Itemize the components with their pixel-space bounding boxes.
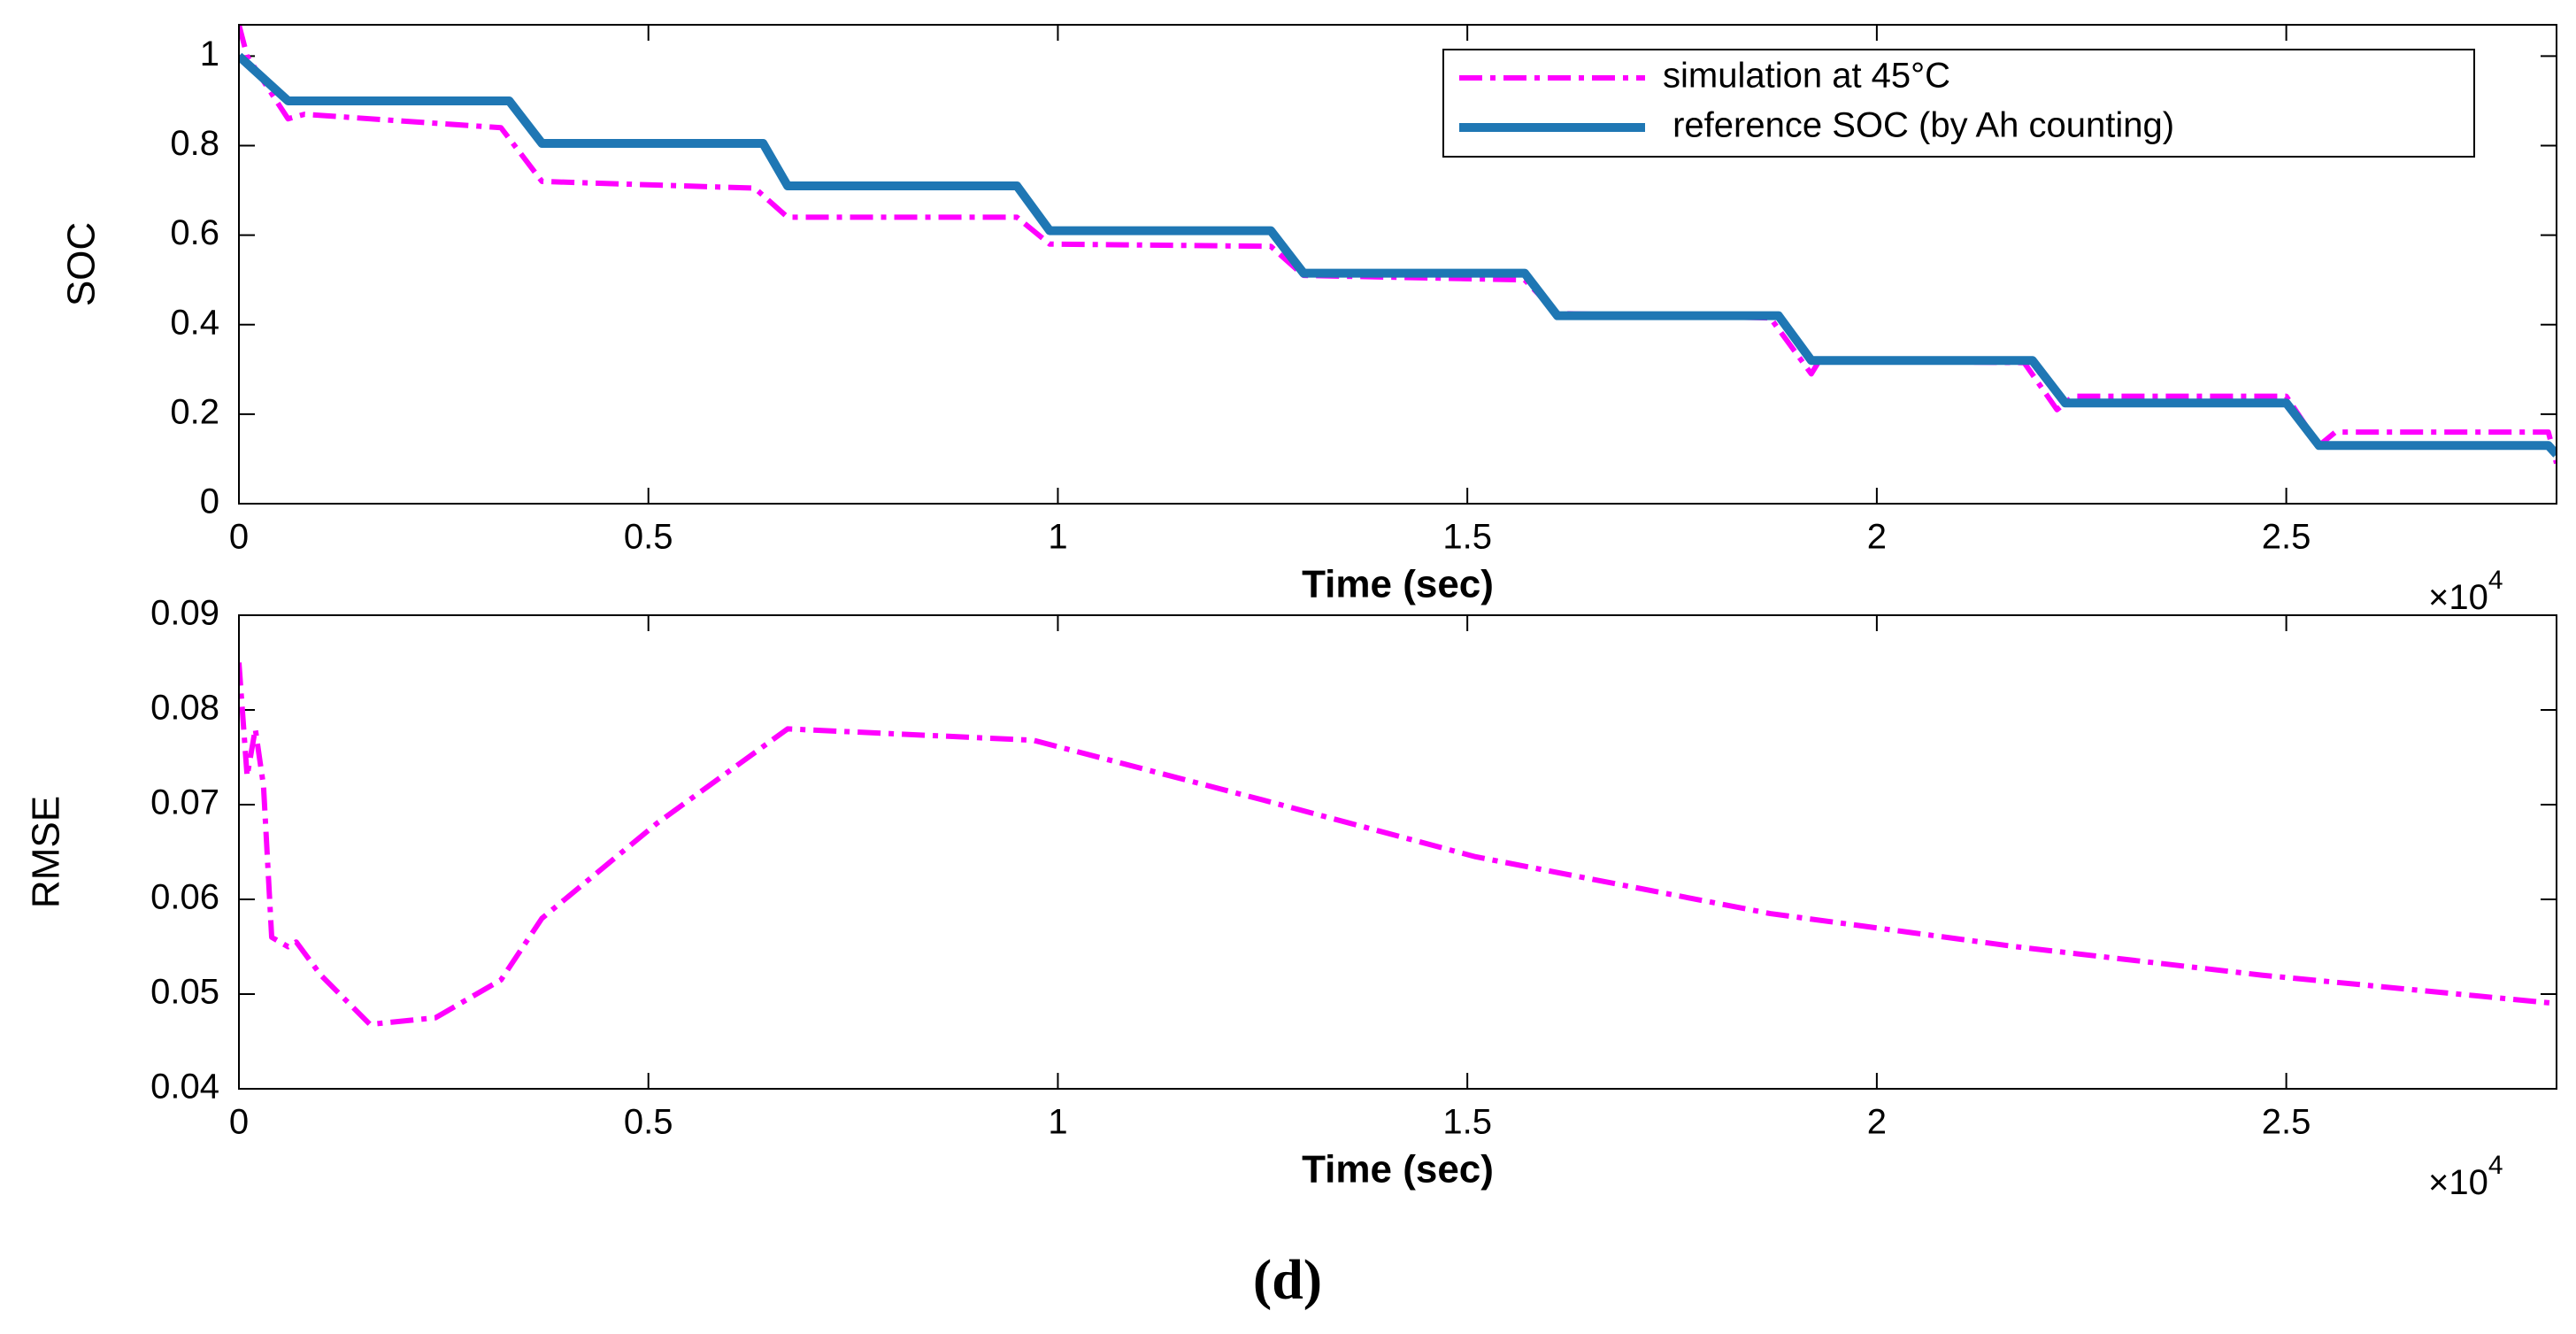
y-tick-label: 0.06	[150, 878, 219, 917]
legend-box	[1442, 49, 2475, 158]
y-tick-label: 0.08	[150, 689, 219, 728]
x-axis-label: Time (sec)	[1302, 563, 1494, 606]
y-tick-label: 0.2	[170, 392, 219, 431]
series-line	[239, 662, 2557, 1028]
y-tick-label: 0	[200, 482, 219, 521]
y-tick-label: 0.07	[150, 783, 219, 822]
plot-area	[239, 615, 2557, 1089]
x-tick-label: 1.5	[1442, 518, 1492, 557]
x-tick-label: 0.5	[624, 1103, 673, 1142]
x-multiplier-base: ×10	[2428, 578, 2488, 617]
x-multiplier: ×104	[2428, 1151, 2503, 1202]
axes-box	[238, 614, 2557, 1090]
x-tick-label: 2.5	[2262, 1103, 2311, 1142]
y-axis-label: SOC	[60, 222, 104, 306]
y-tick-label: 0.4	[170, 303, 219, 342]
y-axis-label: RMSE	[25, 796, 68, 908]
x-tick-label: 2.5	[2262, 518, 2311, 557]
x-tick-label: 0	[229, 1103, 249, 1142]
legend-label: reference SOC (by Ah counting)	[1663, 106, 2174, 145]
series-line	[239, 52, 2557, 458]
axes-box	[238, 24, 2557, 505]
x-tick-label: 0	[229, 518, 249, 557]
x-tick-label: 1.5	[1442, 1103, 1492, 1142]
y-tick-label: 0.6	[170, 213, 219, 252]
x-tick-label: 1	[1048, 1103, 1067, 1142]
y-tick-label: 0.04	[150, 1068, 219, 1107]
x-axis-label: Time (sec)	[1302, 1148, 1494, 1191]
x-tick-label: 2	[1867, 1103, 1887, 1142]
x-multiplier-power: 4	[2488, 1151, 2503, 1180]
x-multiplier-power: 4	[2488, 566, 2503, 595]
y-tick-label: 0.09	[150, 594, 219, 633]
y-tick-label: 1	[200, 35, 219, 73]
x-tick-label: 2	[1867, 518, 1887, 557]
legend-label: simulation at 45°C	[1663, 57, 1950, 96]
x-multiplier: ×104	[2428, 566, 2503, 617]
x-multiplier-base: ×10	[2428, 1163, 2488, 1202]
y-tick-label: 0.8	[170, 124, 219, 163]
y-tick-label: 0.05	[150, 973, 219, 1012]
x-tick-label: 0.5	[624, 518, 673, 557]
x-tick-label: 1	[1048, 518, 1067, 557]
caption: (d)	[1253, 1248, 1322, 1311]
